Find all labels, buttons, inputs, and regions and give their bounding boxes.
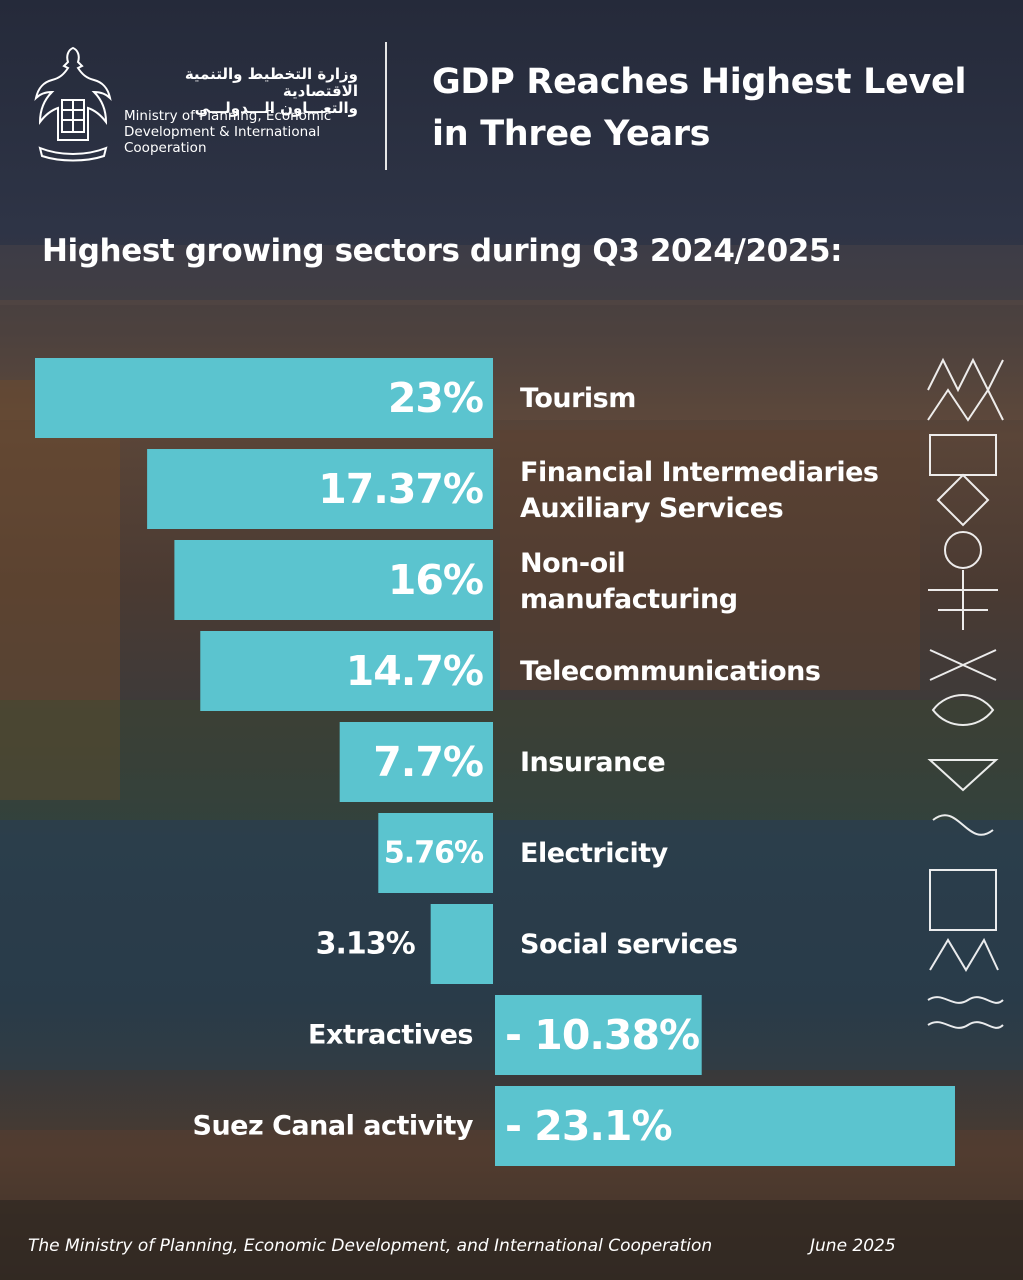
- category-label: Insurance: [520, 747, 665, 778]
- category-label: Suez Canal activity: [193, 1111, 474, 1142]
- bar-value-label: - 23.1%: [505, 1102, 672, 1150]
- category-label: Telecommunications: [520, 656, 820, 687]
- bar: [35, 358, 493, 438]
- footer-date: June 2025: [810, 1236, 896, 1256]
- bar-value-label: - 10.38%: [505, 1011, 699, 1059]
- bar: [495, 1086, 955, 1166]
- bar: [147, 449, 494, 529]
- bar: [495, 995, 702, 1075]
- bar-value-label: 3.13%: [316, 927, 416, 962]
- category-label: Tourism: [520, 383, 636, 414]
- main-title: GDP Reaches Highest Level in Three Years: [432, 62, 967, 154]
- category-label: Social services: [520, 929, 738, 960]
- footer-source: The Ministry of Planning, Economic Devel…: [28, 1236, 713, 1256]
- bar-value-label: 16%: [388, 556, 483, 604]
- category-label: Financial Intermediaries Auxiliary Servic…: [520, 457, 879, 524]
- bar: [430, 904, 493, 984]
- bar: [200, 631, 493, 711]
- header-divider: [385, 42, 387, 170]
- bar-value-label: 7.7%: [373, 738, 483, 786]
- bar-value-label: 5.76%: [384, 836, 484, 871]
- bar-value-label: 23%: [388, 374, 483, 422]
- category-label: Non-oil manufacturing: [520, 548, 738, 615]
- bar: [174, 540, 494, 620]
- ministry-name-arabic: وزارة التخطيط والتنمية الاقتصادية والتعـ…: [184, 65, 358, 117]
- category-label: Extractives: [308, 1020, 473, 1051]
- ministry-name-english: Ministry of Planning, Economic Developme…: [124, 108, 332, 156]
- decorative-pattern-icon: [927, 357, 1004, 1029]
- bar: [378, 813, 493, 893]
- header: وزارة التخطيط والتنمية الاقتصادية والتعـ…: [0, 0, 1023, 200]
- chart-title: Highest growing sectors during Q3 2024/2…: [42, 233, 843, 269]
- category-label: Electricity: [520, 838, 669, 869]
- bar: [339, 722, 493, 802]
- bar-value-label: 17.37%: [318, 465, 483, 513]
- eagle-emblem-icon: [34, 46, 112, 162]
- bar-value-label: 14.7%: [346, 647, 483, 695]
